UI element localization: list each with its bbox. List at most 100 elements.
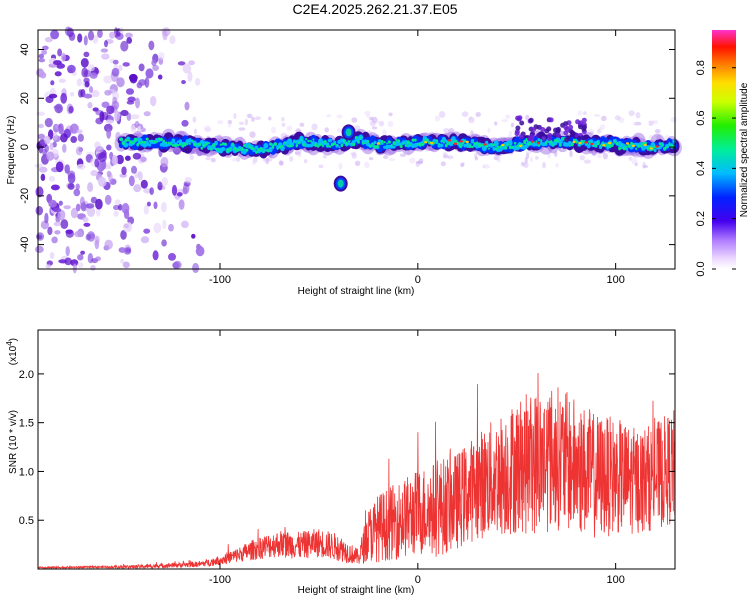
spectrogram-cell	[122, 62, 130, 67]
spectrogram-cell	[42, 148, 48, 157]
spectrogram-cell	[634, 121, 642, 126]
spectrogram-cell	[504, 114, 511, 120]
spectrogram-cell	[515, 125, 521, 131]
spectrogram-cell	[84, 81, 90, 88]
spectrogram-cell	[582, 111, 587, 116]
spectrogram-cell	[49, 252, 55, 259]
spectrogram-cell	[590, 142, 594, 146]
snr-y-tick-label-0: 0.5	[19, 515, 34, 527]
spectrogram-cell	[125, 155, 131, 161]
spectrogram-cell	[504, 146, 508, 150]
spectrogram-cell	[649, 147, 653, 150]
spectrogram-cell	[487, 147, 491, 150]
spectrogram-cell	[159, 137, 163, 142]
spectrogram-cell	[378, 120, 385, 127]
spectrogram-cell	[120, 230, 127, 240]
spectrogram-cell	[537, 133, 543, 138]
spectrogram-cell	[245, 148, 249, 152]
colorbar-ticks: 0.0 0.2 0.4 0.6 0.8	[695, 60, 736, 277]
spectrogram-cell	[377, 139, 382, 144]
spectrogram-cell	[167, 141, 170, 144]
spectrogram-cell	[569, 150, 573, 158]
spectrogram-cell	[64, 26, 72, 36]
spectrogram-cell	[430, 141, 434, 145]
spectrogram-cell	[518, 134, 524, 140]
snr-y-tick-label-2: 1.5	[19, 418, 34, 430]
spectrogram-cell	[387, 140, 391, 144]
spectrogram-cell	[368, 144, 372, 148]
spectrogram-cell	[433, 142, 436, 145]
spectrogram-cell	[195, 78, 201, 86]
spectrogram-cell	[133, 184, 142, 193]
spectrogram-cell	[127, 96, 136, 102]
spectrogram-cell	[558, 143, 562, 147]
spectrogram-cell	[380, 142, 384, 145]
spectrogram-cell	[76, 129, 83, 134]
spectrogram-cell	[204, 127, 212, 132]
spectrogram-cell	[601, 141, 605, 144]
spectrogram-cell	[35, 206, 44, 216]
spectrogram-cell	[395, 138, 398, 142]
spectrogram-cell	[85, 203, 95, 209]
spectrogram-cell	[253, 147, 255, 150]
spectrogram-cell	[182, 63, 192, 74]
spectrogram-cell	[625, 142, 630, 145]
spectrogram-cell	[364, 161, 370, 169]
spectrogram-cell	[37, 133, 46, 140]
spectrogram-cell	[150, 95, 157, 107]
spectrogram-cell	[521, 161, 526, 167]
spectrogram-cell	[97, 29, 103, 38]
spectrogram-cell	[220, 146, 226, 152]
spectrogram-cell	[658, 145, 662, 150]
spectrogram-cell	[87, 64, 95, 72]
spectrogram-cell	[634, 162, 638, 167]
spectrogram-y-ticks: -40 -20 0 20 40	[19, 43, 675, 253]
spectrogram-cell	[58, 259, 67, 264]
spectrogram-cell	[397, 139, 401, 143]
spectrogram-cell	[639, 144, 643, 148]
spectrogram-cell	[77, 262, 84, 268]
spectrogram-cell	[380, 139, 384, 144]
spectrogram-cell	[126, 136, 131, 141]
spectrogram-cell	[618, 117, 625, 124]
spectrogram-cell	[54, 230, 61, 235]
spectrogram-cell	[88, 85, 94, 94]
spectrogram-cell	[65, 229, 74, 235]
spectrogram-cell	[130, 165, 138, 174]
spectrogram-cell	[335, 143, 339, 147]
spectrogram-cell	[572, 140, 576, 144]
spectrogram-cell	[351, 117, 358, 123]
spectrogram-cell	[508, 140, 513, 146]
spectrogram-cell	[568, 144, 571, 147]
spectrogram-cell	[36, 234, 43, 240]
spectrogram-cell	[281, 144, 284, 148]
spectrogram-cell	[112, 59, 119, 65]
spectrogram-cell	[593, 113, 601, 118]
spectrogram-cell	[137, 171, 143, 181]
spectrogram-cell	[193, 128, 198, 135]
spectrogram-cell	[646, 147, 650, 151]
spectrogram-cell	[544, 128, 550, 134]
spectrogram-cell	[81, 67, 89, 78]
spectrogram-cell	[197, 142, 201, 147]
spectrogram-cell	[598, 145, 603, 150]
spectrogram-cell	[125, 32, 133, 39]
spectrogram-cell	[54, 103, 63, 114]
spectrogram-cell	[537, 138, 541, 142]
spectrogram-cell	[171, 138, 176, 144]
spectrogram-cell	[307, 139, 310, 143]
spectrogram-cell	[447, 140, 451, 145]
spectrogram-cell	[399, 144, 403, 148]
spectrogram-cell	[100, 48, 109, 53]
spectrogram-cell	[87, 182, 94, 193]
spectrogram-cell	[120, 40, 129, 52]
spectrogram-cell	[238, 127, 246, 131]
spectrogram-cell	[456, 141, 460, 145]
spectrogram-cell	[399, 153, 407, 157]
spectrogram-cell	[439, 143, 444, 148]
spectrogram-cell	[269, 142, 273, 146]
snr-y-tick-label-1: 1.0	[19, 466, 34, 478]
spectrogram-cell	[90, 169, 99, 177]
spectrogram-cell	[295, 143, 299, 148]
spectrogram-cell	[112, 96, 118, 105]
